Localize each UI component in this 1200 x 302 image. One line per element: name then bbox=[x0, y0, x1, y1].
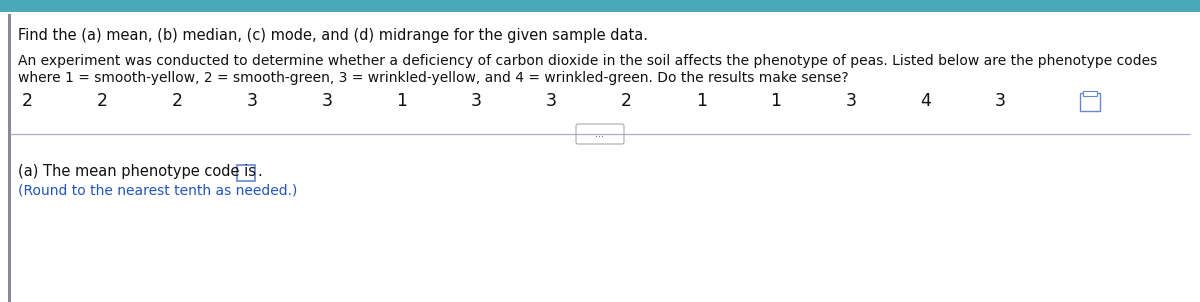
Text: 1: 1 bbox=[396, 92, 407, 110]
Text: 4: 4 bbox=[920, 92, 931, 110]
Text: where 1 = smooth-yellow, 2 = smooth-green, 3 = wrinkled-yellow, and 4 = wrinkled: where 1 = smooth-yellow, 2 = smooth-gree… bbox=[18, 71, 848, 85]
Text: 2: 2 bbox=[620, 92, 632, 110]
Text: ...: ... bbox=[595, 129, 605, 139]
Text: 2: 2 bbox=[97, 92, 108, 110]
Text: (Round to the nearest tenth as needed.): (Round to the nearest tenth as needed.) bbox=[18, 184, 298, 198]
Text: 1: 1 bbox=[770, 92, 781, 110]
Text: 2: 2 bbox=[172, 92, 182, 110]
Text: (a) The mean phenotype code is: (a) The mean phenotype code is bbox=[18, 164, 256, 179]
Text: 3: 3 bbox=[472, 92, 482, 110]
Bar bbox=[8, 14, 11, 302]
Text: 3: 3 bbox=[846, 92, 857, 110]
Text: Find the (a) mean, (b) median, (c) mode, and (d) midrange for the given sample d: Find the (a) mean, (b) median, (c) mode,… bbox=[18, 28, 648, 43]
Text: 1: 1 bbox=[696, 92, 707, 110]
FancyBboxPatch shape bbox=[576, 124, 624, 144]
Text: 3: 3 bbox=[546, 92, 557, 110]
Text: An experiment was conducted to determine whether a deficiency of carbon dioxide : An experiment was conducted to determine… bbox=[18, 54, 1157, 68]
Bar bbox=[1080, 93, 1100, 111]
Text: .: . bbox=[257, 164, 262, 179]
Bar bbox=[0, 0, 1200, 12]
Text: 3: 3 bbox=[995, 92, 1006, 110]
Bar bbox=[238, 165, 256, 181]
Text: 3: 3 bbox=[246, 92, 258, 110]
Text: 2: 2 bbox=[22, 92, 34, 110]
Bar bbox=[1084, 91, 1097, 96]
Text: 3: 3 bbox=[322, 92, 332, 110]
